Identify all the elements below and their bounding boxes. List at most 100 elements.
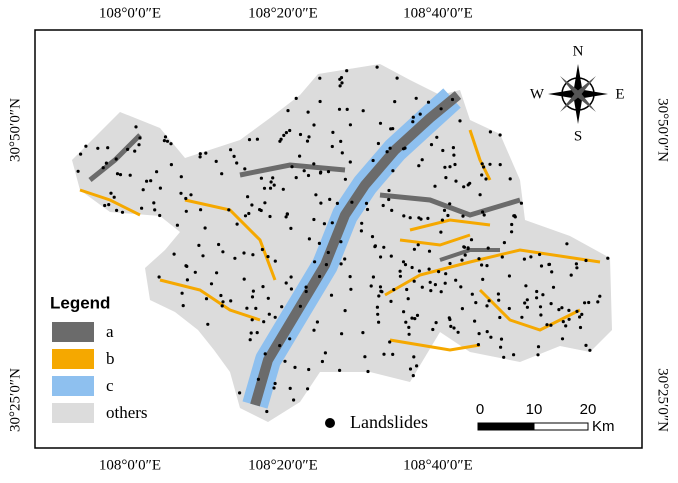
landslide-point — [429, 143, 434, 147]
landslide-point — [460, 258, 464, 262]
landslide-point — [103, 203, 107, 208]
landslide-point — [416, 243, 420, 247]
landslide-point — [376, 141, 380, 146]
landslide-point — [338, 77, 342, 81]
landslide-point — [343, 309, 347, 313]
landslide-point — [498, 315, 502, 320]
landslide-point — [269, 180, 273, 184]
landslide-point — [439, 290, 443, 294]
compass-w: W — [530, 86, 545, 102]
landslide-point — [198, 155, 202, 159]
axis-label-top: 108°20′0″E — [248, 5, 318, 21]
legend-label: b — [106, 349, 115, 368]
landslide-point — [285, 212, 289, 216]
legend-label: a — [106, 322, 114, 341]
landslide-point — [567, 308, 571, 312]
landslide-point — [229, 299, 233, 303]
landslide-point — [314, 193, 318, 197]
landslide-point — [248, 338, 252, 342]
landslide-point — [378, 121, 383, 125]
zone-b — [384, 248, 601, 297]
landslide-point — [371, 275, 375, 279]
landslide-point — [120, 210, 125, 214]
landslide-point — [407, 332, 411, 336]
landslide-point — [443, 281, 447, 285]
landslide-point — [204, 151, 208, 155]
compass-star — [560, 76, 596, 112]
legend: Legend abc others — [50, 293, 148, 423]
landslide-point — [444, 176, 448, 180]
landslide-point — [184, 196, 188, 201]
landslide-point — [339, 139, 343, 143]
landslide-point — [402, 310, 406, 314]
landslide-point — [459, 285, 463, 289]
landslide-point — [265, 409, 269, 414]
landslide-point — [481, 277, 485, 281]
landslide-point — [437, 270, 441, 274]
landslide-point — [452, 153, 456, 157]
landslide-point — [578, 325, 583, 330]
landslide-point — [109, 191, 113, 195]
scale-segment — [533, 422, 589, 431]
landslide-point — [398, 269, 402, 273]
landslide-point — [289, 226, 293, 230]
landslide-point — [345, 107, 349, 111]
landslide-point — [388, 340, 392, 344]
landslide-point — [411, 115, 415, 119]
landslide-point — [235, 161, 239, 165]
landslide-point — [375, 305, 379, 309]
landslide-point — [145, 179, 149, 183]
landslide-point — [115, 172, 120, 176]
landslide-point — [575, 309, 579, 313]
landslide-point — [439, 230, 443, 234]
landslide-point — [343, 177, 347, 181]
zone-a — [439, 248, 500, 262]
landslide-point — [510, 222, 514, 227]
landslide-point — [497, 298, 501, 302]
compass-e: E — [615, 86, 624, 102]
landslide-point — [312, 328, 316, 332]
landslide-point — [273, 259, 277, 263]
axis-label-bottom: 108°0′0″E — [99, 457, 161, 473]
landslide-point — [461, 214, 465, 218]
landslide-point — [184, 209, 188, 213]
landslide-point — [379, 255, 383, 259]
landslide-point — [245, 306, 249, 310]
axis-label-bottom: 108°20′0″E — [248, 457, 318, 473]
landslide-point — [338, 84, 342, 88]
landslide-point — [330, 144, 334, 149]
landslide-point — [502, 355, 506, 359]
landslide-point — [441, 148, 445, 153]
terrain — [72, 64, 612, 422]
landslide-point — [415, 364, 419, 368]
landslide-point — [180, 291, 184, 295]
landslide-point — [408, 216, 412, 220]
landslide-point — [565, 242, 569, 246]
landslide-point — [263, 201, 267, 205]
landslide-point — [118, 173, 123, 177]
landslide-point — [420, 285, 424, 289]
axis-label-left: 30°25′0″N — [7, 368, 23, 432]
landslide-point — [499, 337, 504, 341]
landslide-point — [454, 278, 458, 282]
landslide-point — [84, 144, 88, 148]
landslide-point — [220, 304, 224, 308]
landslide-point — [382, 245, 386, 249]
landslide-point — [375, 65, 379, 69]
zone-a — [239, 162, 346, 178]
landslide-point — [482, 213, 486, 217]
compass: N E S W — [530, 43, 625, 144]
landslide-point — [267, 312, 271, 316]
landslide-point — [411, 120, 415, 124]
landslide-point — [215, 271, 219, 275]
landslide-point — [417, 164, 421, 168]
landslide-point — [410, 316, 414, 320]
landslide-point — [415, 313, 420, 317]
landslide-point — [456, 330, 460, 334]
landslide-point — [315, 320, 319, 324]
landslide-point — [434, 321, 438, 325]
landslide-point — [289, 287, 293, 291]
landslide-point — [348, 123, 352, 127]
landslide-point — [369, 284, 373, 288]
